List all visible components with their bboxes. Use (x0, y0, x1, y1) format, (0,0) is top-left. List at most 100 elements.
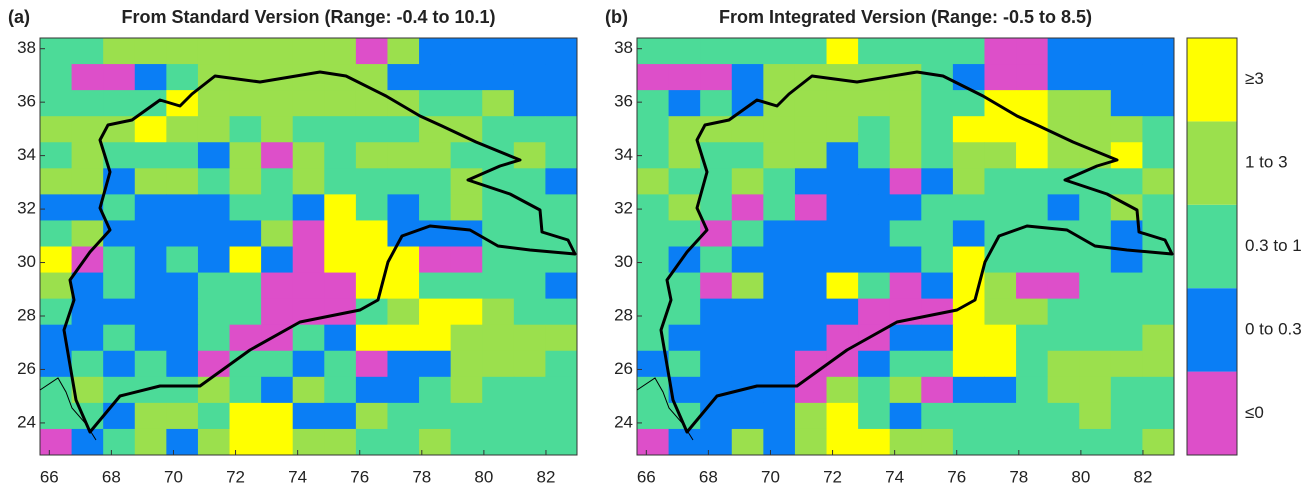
grid-cell (513, 38, 546, 65)
grid-cell (668, 142, 701, 169)
y-tick-label: 26 (17, 359, 36, 378)
grid-cell (197, 350, 231, 378)
grid-cell (1079, 350, 1112, 378)
grid-cell (1079, 298, 1112, 326)
grid-cell (450, 168, 483, 195)
grid-cell (134, 350, 167, 378)
chart-title: From Integrated Version (Range: -0.5 to … (719, 7, 1092, 27)
grid-cell (1047, 168, 1080, 195)
grid-cell (324, 194, 357, 221)
grid-cell (261, 350, 294, 378)
grid-cell (1016, 324, 1049, 352)
grid-cell (1079, 324, 1112, 352)
grid-cell (1016, 168, 1049, 195)
grid-cell (763, 428, 796, 456)
x-tick-label: 68 (102, 467, 121, 486)
grid-cell (229, 194, 262, 221)
grid-cell (668, 168, 701, 195)
grid-cell (889, 402, 922, 430)
grid-cell (134, 194, 167, 221)
grid-cell (355, 220, 388, 247)
grid-cell (921, 272, 954, 300)
y-tick-label: 38 (17, 38, 36, 57)
grid-cell (1110, 90, 1143, 117)
grid-cell (1047, 402, 1080, 430)
grid-cell (292, 142, 325, 169)
grid-cell (40, 272, 73, 300)
grid-cell (1016, 298, 1049, 326)
grid-cell (794, 428, 828, 456)
grid-cell (71, 324, 104, 352)
grid-cell (826, 116, 859, 143)
grid-cell (1110, 350, 1143, 378)
grid-cell (324, 168, 357, 195)
x-tick-label: 78 (1009, 467, 1028, 486)
grid-cell (324, 376, 357, 404)
grid-cell (545, 324, 578, 352)
grid-cell (134, 220, 167, 247)
grid-cell (1016, 116, 1049, 143)
grid-cell (984, 272, 1017, 300)
panel-label: (b) (605, 7, 628, 27)
grid-cell (134, 142, 167, 169)
grid-cell (952, 324, 985, 352)
grid-cell (1079, 272, 1112, 300)
grid-cell (71, 90, 104, 117)
grid-cell (826, 194, 859, 221)
grid-cell (513, 272, 546, 300)
grid-cell (1110, 402, 1143, 430)
coastline (39, 377, 97, 441)
grid-cell (731, 38, 764, 65)
grid-cell (166, 428, 199, 456)
grid-cell (229, 376, 262, 404)
grid-cell (1142, 64, 1175, 91)
grid-cell (134, 168, 167, 195)
grid-cell (1016, 272, 1049, 300)
grid-cell (637, 428, 670, 456)
grid-cell (324, 350, 357, 378)
grid-cell (826, 428, 859, 456)
grid-cell (1079, 246, 1112, 274)
grid-cell (103, 64, 136, 91)
grid-cell (419, 376, 452, 404)
grid-cell (166, 272, 199, 300)
grid-cell (292, 246, 325, 274)
grid-cell (731, 116, 764, 143)
grid-cell (1079, 220, 1112, 247)
grid-cell (450, 90, 483, 117)
y-tick-label: 32 (17, 199, 36, 218)
grid-cell (355, 168, 388, 195)
grid-cell (387, 116, 420, 143)
grid-cell (700, 38, 733, 65)
grid-cell (545, 402, 578, 430)
grid-cell (71, 272, 104, 300)
grid-cell (134, 38, 167, 65)
grid-cell (794, 90, 828, 117)
grid-cell (858, 90, 891, 117)
grid-cell (1110, 324, 1143, 352)
grid-cell (450, 38, 483, 65)
grid-cell (1142, 428, 1175, 456)
grid-cell (40, 220, 73, 247)
grid-cell (731, 272, 764, 300)
x-tick-label: 82 (536, 467, 555, 486)
grid-cell (952, 428, 985, 456)
grid-cell (513, 90, 546, 117)
grid-cell (921, 428, 954, 456)
grid-cell (1142, 194, 1175, 221)
grid-cell (450, 324, 483, 352)
grid-cell (984, 402, 1017, 430)
grid-cell (292, 194, 325, 221)
grid-cell (103, 298, 136, 326)
grid-cell (700, 298, 733, 326)
grid-cell (166, 376, 199, 404)
grid-cell (889, 376, 922, 404)
grid-cell (134, 116, 167, 143)
grid-cell (921, 142, 954, 169)
grid-cell (984, 142, 1017, 169)
grid-cell (324, 220, 357, 247)
grid-cell (166, 64, 199, 91)
grid-cell (103, 324, 136, 352)
grid-cell (355, 38, 388, 65)
